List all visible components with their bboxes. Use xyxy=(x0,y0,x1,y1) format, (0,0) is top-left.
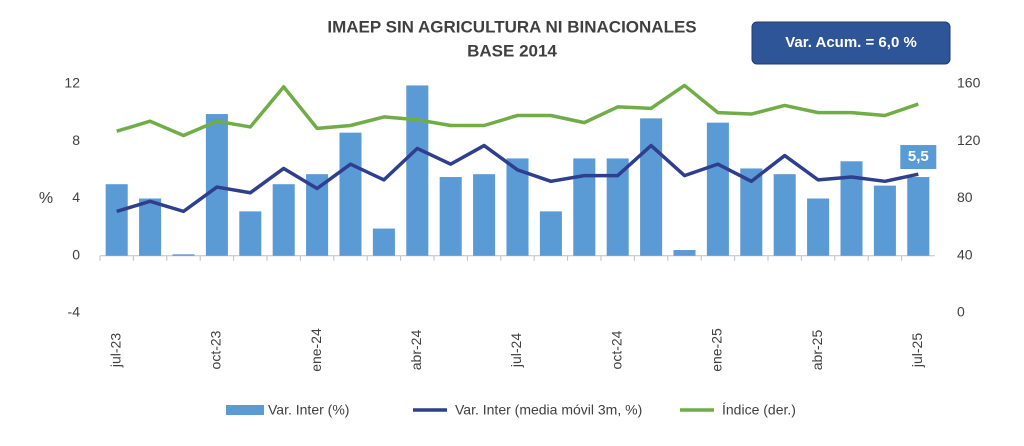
bar xyxy=(907,177,930,256)
bar xyxy=(172,254,195,256)
bar xyxy=(773,174,796,256)
bar xyxy=(473,174,496,256)
bar xyxy=(139,198,162,256)
x-tick-label: oct-24 xyxy=(608,330,624,369)
y-tick-label: 4 xyxy=(72,189,80,205)
bar xyxy=(740,168,763,256)
bar xyxy=(573,158,596,256)
y2-tick-label: 160 xyxy=(957,75,981,91)
y2-tick-label: 80 xyxy=(957,189,973,205)
y-axis-label: % xyxy=(39,190,53,207)
y-tick-label: 8 xyxy=(72,132,80,148)
bar xyxy=(105,184,128,256)
x-tick-label: ene-25 xyxy=(709,328,725,372)
annotation-box xyxy=(751,21,951,65)
bar xyxy=(506,158,529,256)
legend-label: Índice (der.) xyxy=(722,402,796,418)
y-tick-label: 0 xyxy=(72,246,80,262)
bar xyxy=(272,184,295,256)
bar xyxy=(406,85,429,256)
bar xyxy=(840,161,863,256)
bar xyxy=(306,174,329,256)
x-tick-label: abr-25 xyxy=(809,330,825,371)
y2-tick-label: 120 xyxy=(957,132,981,148)
x-tick-label: jul-24 xyxy=(508,333,524,368)
bar xyxy=(372,228,395,256)
bar xyxy=(339,132,362,256)
legend-swatch xyxy=(226,405,264,415)
bar xyxy=(606,158,629,256)
y-tick-label: 12 xyxy=(64,75,80,91)
bar xyxy=(640,118,663,256)
y-tick-label: -4 xyxy=(68,304,81,320)
legend-label: Var. Inter (media móvil 3m, %) xyxy=(455,402,642,418)
x-tick-label: ene-24 xyxy=(308,328,324,372)
annotation: Var. Acum. = 6,0 % xyxy=(785,34,917,51)
y2-tick-label: 40 xyxy=(957,246,973,262)
x-tick-label: jul-25 xyxy=(909,333,925,368)
chart-title: IMAEP SIN AGRICULTURA NI BINACIONALES xyxy=(327,17,696,36)
bar xyxy=(239,211,262,256)
chart-subtitle: BASE 2014 xyxy=(467,41,557,60)
bar xyxy=(706,122,729,256)
bar xyxy=(539,211,562,256)
x-tick-label: jul-23 xyxy=(107,333,123,368)
bar xyxy=(807,198,830,256)
x-tick-label: abr-24 xyxy=(408,330,424,371)
legend-label: Var. Inter (%) xyxy=(268,402,349,418)
bar xyxy=(205,114,228,256)
y2-tick-label: 0 xyxy=(957,304,965,320)
value-label-box xyxy=(900,145,937,170)
x-tick-label: oct-23 xyxy=(208,330,224,369)
bar xyxy=(439,177,462,256)
value-label: 5,5 xyxy=(908,148,929,165)
line xyxy=(116,83,919,138)
line xyxy=(116,143,919,214)
bar xyxy=(673,250,696,256)
bar xyxy=(873,185,896,256)
